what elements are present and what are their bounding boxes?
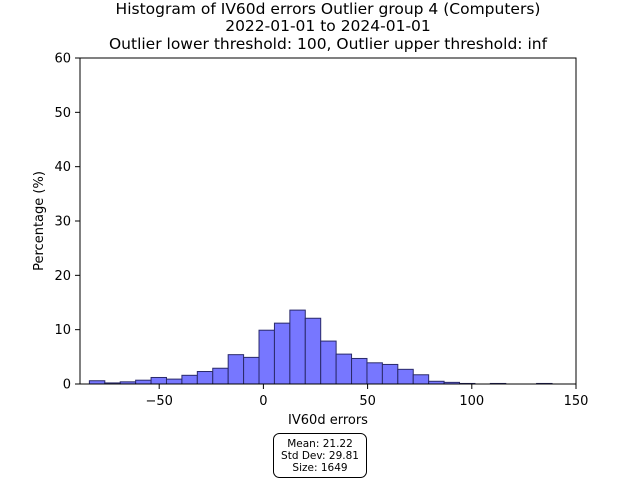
histogram-bar-18	[366, 362, 383, 385]
x-tick-label: 50	[359, 394, 376, 409]
y-tick-label: 10	[54, 323, 71, 338]
stats-std-dev: Std Dev: 29.81	[281, 450, 359, 462]
x-tick-label: 0	[259, 394, 267, 409]
y-tick-label: 60	[54, 52, 71, 67]
y-tick-label: 0	[63, 378, 71, 393]
histogram-bar-8	[212, 367, 229, 385]
stats-size: Size: 1649	[292, 462, 347, 474]
stats-box: Mean: 21.22 Std Dev: 29.81 Size: 1649	[273, 433, 367, 478]
histogram-bar-21	[412, 374, 430, 385]
x-tick-label: 150	[564, 394, 589, 409]
y-tick-label: 50	[54, 106, 71, 121]
y-axis-label: Percentage (%)	[32, 171, 47, 271]
y-axis-ticks: 0 10 20 30 40 50 60	[54, 52, 80, 393]
histogram-bar-10	[243, 356, 260, 385]
stats-box-frame	[273, 433, 367, 478]
histogram-bar-20	[397, 368, 414, 385]
y-tick-label: 20	[54, 269, 71, 284]
chart-title-line-2: 2022-01-01 to 2024-01-01	[225, 17, 431, 35]
histogram-bar-14	[304, 317, 322, 385]
histogram-bar-19	[381, 363, 399, 385]
histogram-bar-11	[258, 329, 275, 385]
histogram-bar-13	[289, 309, 306, 385]
plot-frame	[79, 57, 577, 385]
histogram-bar-15	[320, 340, 337, 385]
x-tick-label: 100	[459, 394, 484, 409]
histogram-bar-4	[150, 376, 167, 385]
x-axis-ticks: −50 0 50 100 150	[145, 384, 588, 409]
histogram-bar-12	[273, 322, 291, 385]
histogram-bars	[88, 309, 553, 385]
histogram-bar-5	[165, 378, 183, 385]
histogram-bar-7	[196, 371, 214, 385]
stats-mean: Mean: 21.22	[287, 438, 353, 450]
y-tick-label: 30	[54, 215, 71, 230]
chart-title-line-3: Outlier lower threshold: 100, Outlier up…	[109, 35, 548, 53]
histogram-bar-16	[335, 353, 353, 385]
histogram-bar-3	[135, 379, 152, 385]
y-tick-label: 40	[54, 160, 71, 175]
x-axis-label: IV60d errors	[288, 413, 368, 428]
histogram-bar-6	[181, 374, 198, 385]
histogram-bar-17	[351, 357, 368, 385]
chart-title-line-1: Histogram of IV60d errors Outlier group …	[116, 0, 541, 18]
histogram-bar-9	[227, 354, 245, 385]
x-tick-label: −50	[145, 394, 172, 409]
